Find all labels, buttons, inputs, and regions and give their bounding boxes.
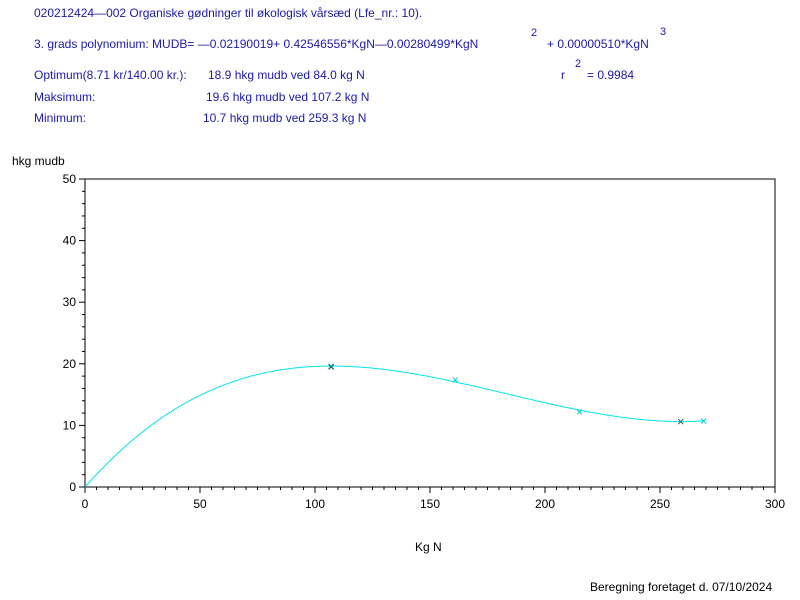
marker-stroke	[576, 408, 583, 415]
marker-stroke	[700, 418, 707, 424]
chart-title: 020212424—002 Organiske gødninger til øk…	[34, 6, 423, 20]
marker-stroke	[452, 376, 459, 383]
y-tick-label: 0	[69, 480, 76, 494]
x-tick-label: 100	[305, 497, 325, 511]
x-tick-label: 150	[420, 497, 440, 511]
marker-stroke	[328, 364, 334, 370]
fitted-curve	[84, 365, 704, 488]
y-axis-label: hkg mudb	[12, 154, 65, 168]
polynomial-superscript-3: 3	[660, 26, 667, 38]
predicted-point	[576, 408, 583, 415]
predicted-point	[700, 418, 707, 424]
footer-calculation-date: Beregning foretaget d. 07/10/2024	[590, 580, 773, 594]
marker-stroke	[677, 418, 684, 425]
optimum-value: 18.9 hkg mudb ved 84.0 kg N	[208, 68, 365, 82]
maximum-label: Maksimum:	[34, 90, 96, 104]
y-tick-label: 40	[63, 234, 77, 248]
maximum-value: 19.6 hkg mudb ved 107.2 kg N	[206, 90, 370, 104]
predicted-point	[452, 376, 459, 383]
tick-labels: 0 50 100 150 200 250 300 0 10 20 30 40 50	[63, 172, 786, 511]
y-tick-label: 20	[63, 357, 77, 371]
polynomial-cubic-term: + 0.00000510*KgN	[547, 37, 649, 51]
minor-ticks	[82, 190, 764, 490]
observed-point	[677, 418, 684, 425]
optimum-label: Optimum(8.71 kr/140.00 kr.):	[34, 68, 187, 82]
x-tick-label: 50	[193, 497, 207, 511]
x-tick-label: 200	[535, 497, 555, 511]
x-tick-label: 0	[82, 497, 89, 511]
y-tick-label: 30	[63, 295, 77, 309]
polynomial-formula: 3. grads polynomium: MUDB= —0.02190019+ …	[34, 37, 479, 51]
y-tick-label: 50	[63, 172, 77, 186]
observed-point	[328, 364, 334, 370]
x-tick-label: 250	[650, 497, 670, 511]
x-axis-label: Kg N	[415, 540, 442, 554]
y-tick-label: 10	[63, 418, 77, 432]
r-squared-label: r	[561, 68, 565, 82]
polynomial-superscript-2: 2	[531, 27, 538, 39]
data-markers	[328, 363, 707, 425]
r-squared-superscript: 2	[575, 58, 582, 70]
major-ticks	[79, 178, 776, 493]
plot-frame	[84, 178, 776, 488]
x-tick-label: 300	[765, 497, 785, 511]
r-squared-value: = 0.9984	[587, 68, 635, 82]
minimum-label: Minimum:	[34, 111, 87, 125]
minimum-value: 10.7 hkg mudb ved 259.3 kg N	[203, 111, 367, 125]
